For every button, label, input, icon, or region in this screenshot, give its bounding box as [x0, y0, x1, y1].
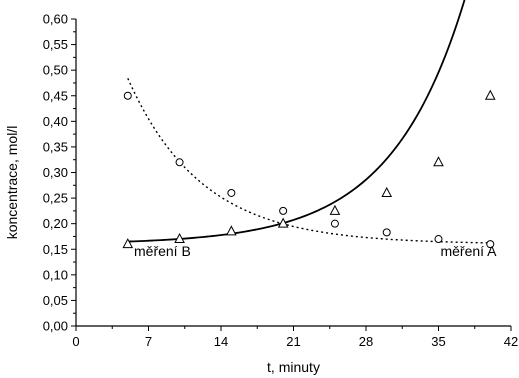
y-tick-label: 0,30: [43, 165, 68, 180]
x-tick-label: 21: [286, 334, 300, 349]
y-axis-title: koncentrace, mol/l: [4, 126, 20, 240]
x-tick-label: 42: [504, 334, 518, 349]
series-a-point: [486, 240, 495, 249]
y-tick-label: 0,45: [43, 88, 68, 103]
series-b-point: [433, 156, 444, 167]
series-a-point: [175, 158, 184, 167]
series-b-markers: [122, 89, 496, 249]
y-tick-label: 0,40: [43, 114, 68, 129]
y-tick-label: 0,15: [43, 242, 68, 257]
x-ticks: 0 7 14 21 28 35 42: [72, 326, 518, 349]
x-tick-label: 35: [431, 334, 445, 349]
series-b-point: [122, 238, 134, 249]
y-tick-label: 0,10: [43, 267, 68, 282]
y-tick-label: 0,60: [43, 12, 68, 27]
x-tick-label: 14: [214, 334, 228, 349]
series-a-point: [434, 235, 443, 244]
series-b-fit-line: [127, 0, 466, 243]
series-a-point: [123, 91, 132, 100]
series-b-label: měření B: [134, 243, 191, 259]
y-tick-label: 0,25: [43, 191, 68, 206]
y-tick-label: 0,50: [43, 63, 68, 78]
x-tick-label: 0: [72, 334, 79, 349]
y-tick-label: 0,05: [43, 293, 68, 308]
y-tick-label: 0,00: [43, 319, 68, 334]
series-a-point: [227, 188, 236, 197]
y-tick-label: 0,35: [43, 139, 68, 154]
y-tick-label: 0,20: [43, 216, 68, 231]
series-b-point: [484, 89, 496, 100]
x-axis-title: t, minuty: [267, 359, 320, 375]
series-b-point: [226, 225, 237, 236]
x-tick-label: 7: [145, 334, 152, 349]
series-b-point: [277, 217, 289, 228]
series-a-point: [382, 228, 391, 237]
plot-area: 0 7 14 21 28 35 42 0,00 0,05 0,10 0,15 0,20 0,25 0,3…: [43, 0, 518, 349]
series-b-point: [381, 186, 393, 197]
series-a-markers: [123, 91, 495, 249]
x-tick-label: 28: [359, 334, 373, 349]
y-ticks: 0,00 0,05 0,10 0,15 0,20 0,25 0,30 0,35 0,40 0,45…: [43, 12, 76, 334]
series-b-point: [329, 204, 341, 215]
series-a-point: [330, 219, 339, 228]
y-tick-label: 0,55: [43, 37, 68, 52]
series-a-point: [279, 206, 288, 215]
series-a-fit-line: [127, 78, 491, 244]
series-b-point: [174, 232, 185, 244]
series-a-label: měření A: [440, 243, 497, 259]
